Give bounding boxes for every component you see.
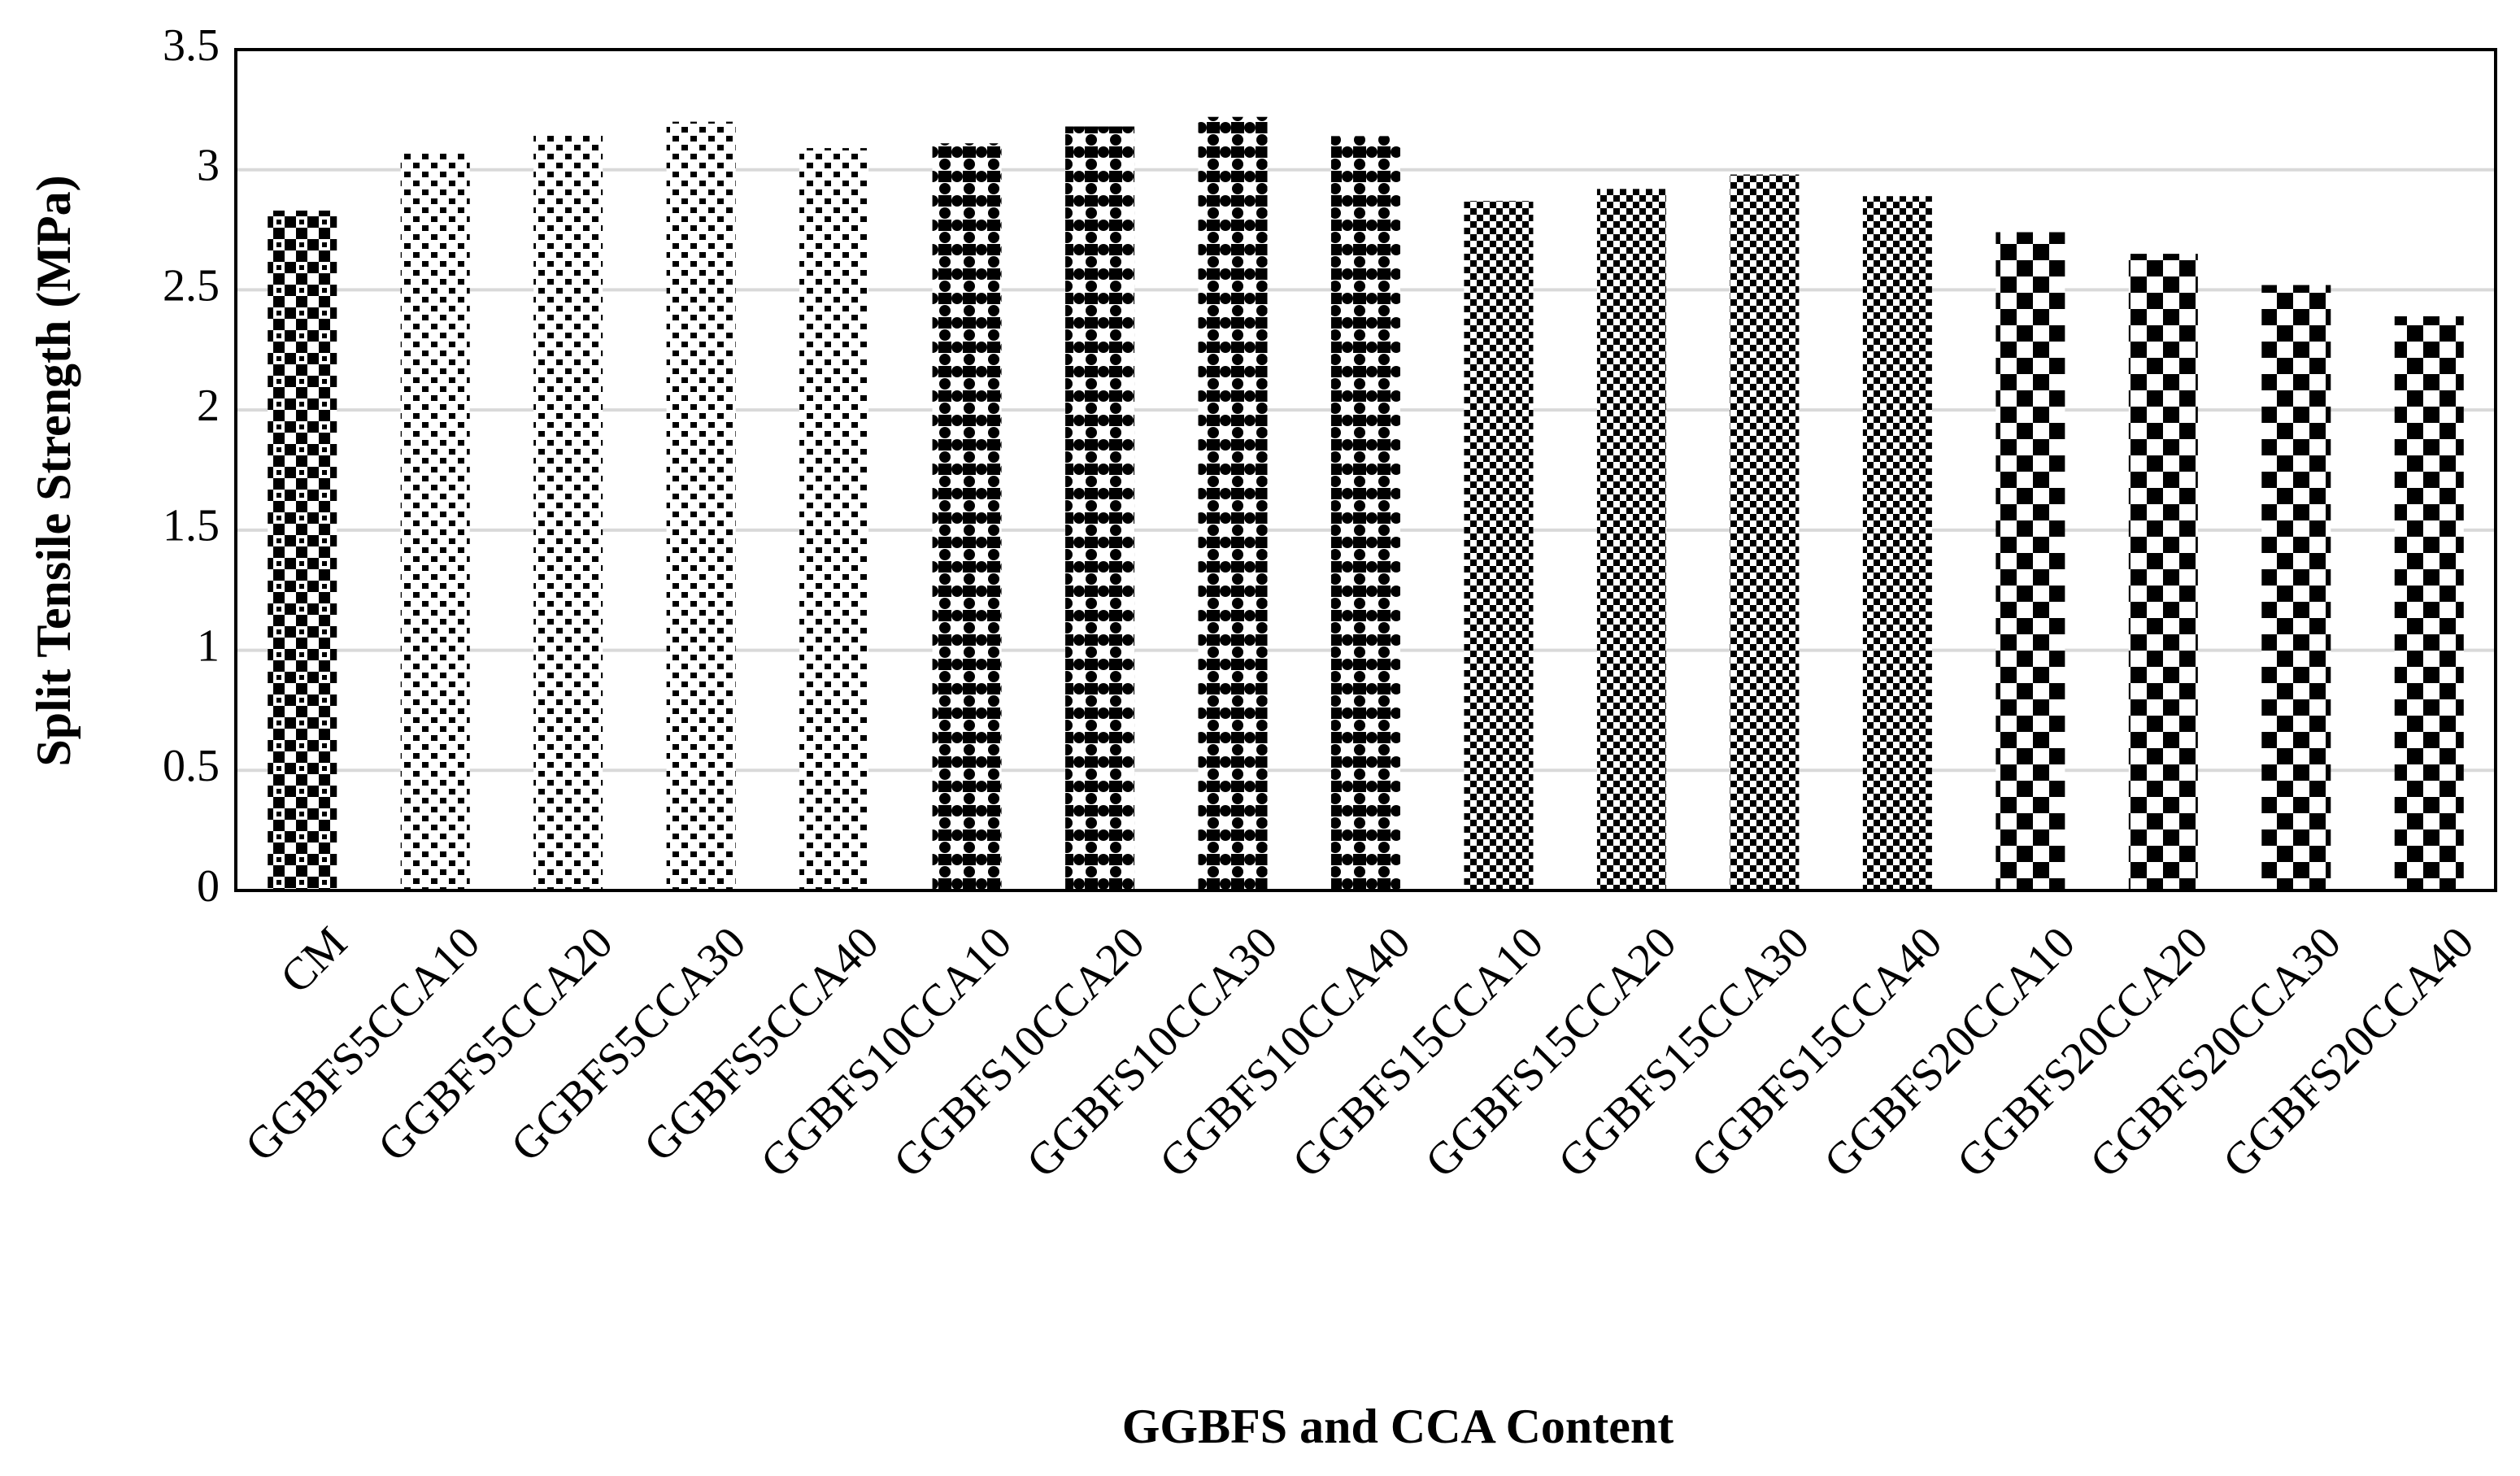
x-tick-label: GGBFS5CCA20 [368, 917, 622, 1171]
bar [268, 210, 337, 890]
x-tick-label: GGBFS10CCA20 [884, 917, 1154, 1187]
y-tick-label: 1.5 [163, 501, 220, 551]
bar [1464, 201, 1534, 890]
x-tick-label: GGBFS5CCA30 [502, 917, 755, 1171]
x-tick-label: GGBFS5CCA40 [634, 917, 888, 1171]
bar [2128, 254, 2198, 891]
x-tick-label: GGBFS20CCA20 [1948, 917, 2218, 1187]
x-axis-title: GGBFS and CCA Content [1122, 1400, 1673, 1453]
bar [1730, 174, 1800, 890]
bar [533, 133, 603, 890]
x-tick-label: GGBFS10CCA30 [1017, 917, 1287, 1187]
plot-frame [234, 48, 2497, 892]
x-tick-label: CM [271, 917, 356, 1003]
y-tick-label: 0.5 [163, 741, 220, 791]
x-tick-label: GGBFS10CCA40 [1150, 917, 1420, 1187]
bar [1862, 196, 1932, 890]
bar [932, 143, 1002, 890]
y-tick-label: 3.5 [163, 20, 220, 71]
bar [2261, 285, 2331, 890]
bar [1065, 126, 1135, 891]
y-tick-label: 0 [197, 861, 220, 912]
bar [1198, 116, 1268, 891]
x-tick-label: GGBFS15CCA20 [1416, 917, 1686, 1187]
x-tick-label: GGBFS20CCA40 [2213, 917, 2483, 1187]
bar [1330, 136, 1401, 891]
x-tick-label: GGBFS10CCA10 [751, 917, 1021, 1187]
x-tick-label: GGBFS20CCA30 [2081, 917, 2351, 1187]
y-axis-title: Split Tensile Strength (MPa) [27, 175, 81, 766]
y-tick-label: 2.5 [163, 260, 220, 311]
x-tick-label: GGBFS5CCA10 [236, 917, 490, 1171]
x-tick-label: GGBFS20CCA10 [1815, 917, 2085, 1187]
bar [2394, 316, 2464, 890]
y-tick-label: 3 [197, 141, 220, 191]
bar [400, 153, 470, 890]
x-tick-label: GGBFS15CCA40 [1682, 917, 1952, 1187]
bar [666, 121, 736, 891]
x-tick-label: GGBFS15CCA30 [1549, 917, 1819, 1187]
y-tick-label: 2 [197, 381, 220, 431]
x-tick-label: GGBFS15CCA10 [1283, 917, 1553, 1187]
bar [1996, 232, 2065, 890]
bar [799, 148, 869, 890]
bar [1596, 189, 1666, 890]
y-tick-label: 1 [197, 620, 220, 671]
